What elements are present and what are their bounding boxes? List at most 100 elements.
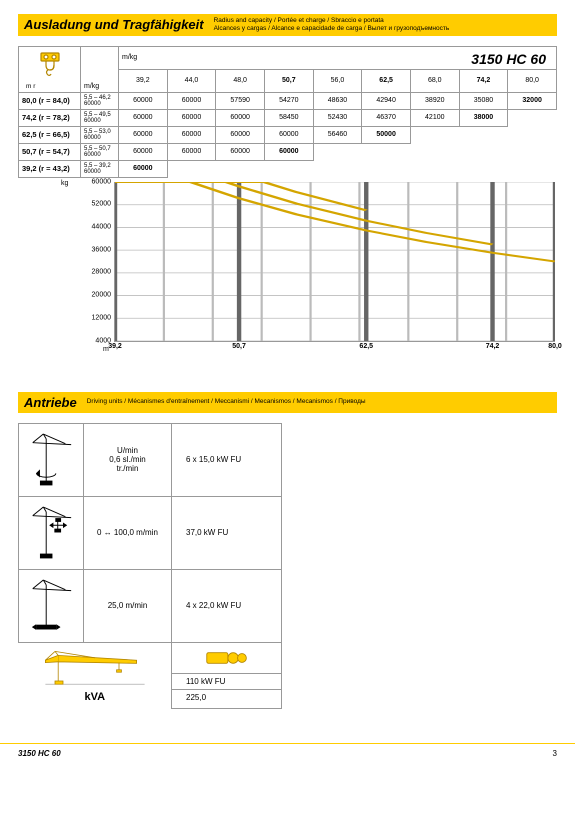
cap-cell: 54270 — [264, 92, 313, 109]
drive-icon-cell — [19, 423, 84, 496]
chart-x-tick: 80,0 — [548, 343, 562, 350]
chart-y-tick: 20000 — [92, 292, 111, 299]
cap-row-label: 74,2 (r = 78,2) — [19, 109, 81, 126]
kva-values: 110 kW FU 225,0 — [172, 642, 282, 709]
cap-cell: 60000 — [119, 143, 168, 160]
cap-cell: 38920 — [410, 92, 459, 109]
unit-top-cell: m/kg 3150 HC 60 — [119, 46, 557, 69]
cap-cell: 50000 — [362, 126, 411, 143]
cap-cell — [508, 109, 557, 126]
page-footer: 3150 HC 60 3 — [0, 743, 575, 770]
chart-y-tick: 12000 — [92, 314, 111, 321]
cap-row-sub: 5,5 – 46,2 60000 — [81, 92, 119, 109]
cap-col-header: 44,0 — [167, 69, 216, 92]
cap-row-sub: 5,5 – 50,7 60000 — [81, 143, 119, 160]
chart-y-tick: 60000 — [92, 178, 111, 185]
drive-value: 6 x 15,0 kW FU — [172, 423, 282, 496]
drive-spec: 25,0 m/min — [84, 569, 172, 642]
cap-col-header: 48,0 — [216, 69, 265, 92]
cap-cell: 60000 — [167, 126, 216, 143]
cap-cell: 32000 — [508, 92, 557, 109]
hook-icon — [35, 49, 65, 79]
crane-icon — [27, 576, 75, 634]
cap-cell: 60000 — [264, 143, 313, 160]
cap-cell: 46370 — [362, 109, 411, 126]
cap-cell — [167, 160, 216, 177]
cap-cell: 35080 — [459, 92, 508, 109]
cap-col-header: 50,7 — [264, 69, 313, 92]
cap-col-header: 62,5 — [362, 69, 411, 92]
unit-col2: m/kg — [81, 46, 119, 92]
cap-row-label: 50,7 (r = 54,7) — [19, 143, 81, 160]
cap-cell: 56460 — [313, 126, 362, 143]
cap-col-header: 74,2 — [459, 69, 508, 92]
cap-col-header: 56,0 — [313, 69, 362, 92]
cap-col-header: 39,2 — [119, 69, 168, 92]
cap-cell: 60000 — [119, 160, 168, 177]
cap-cell — [410, 126, 459, 143]
chart-kg-label: kg — [61, 180, 68, 187]
cap-cell — [410, 160, 459, 177]
cap-cell: 60000 — [216, 143, 265, 160]
cap-cell: 60000 — [119, 92, 168, 109]
drive-value: 4 x 22,0 kW FU — [172, 569, 282, 642]
cap-col-header: 80,0 — [508, 69, 557, 92]
cap-cell — [410, 143, 459, 160]
chart-y-tick: 28000 — [92, 269, 111, 276]
cap-cell: 60000 — [167, 109, 216, 126]
drive-value: 37,0 kW FU — [172, 496, 282, 569]
crane-icon — [27, 503, 75, 561]
cap-col-header: 68,0 — [410, 69, 459, 92]
cap-row-sub: 5,5 – 53,0 60000 — [81, 126, 119, 143]
cap-cell: 60000 — [167, 92, 216, 109]
cap-cell: 38000 — [459, 109, 508, 126]
cap-row-label: 62,5 (r = 66,5) — [19, 126, 81, 143]
cap-cell: 60000 — [216, 126, 265, 143]
hook-icon-cell: m r — [19, 46, 81, 92]
drive-spec: U/min 0,6 sl./min tr./min — [84, 423, 172, 496]
section2-header: Antriebe Driving units / Mécanismes d'en… — [18, 392, 557, 413]
kva-label: kVA — [27, 691, 164, 703]
section2-subtitle: Driving units / Mécanismes d'entraînemen… — [87, 398, 366, 406]
cap-cell — [459, 126, 508, 143]
footer-page: 3 — [553, 749, 557, 758]
crane-icon — [27, 430, 75, 488]
cap-cell — [362, 160, 411, 177]
model-label: 3150 HC 60 — [471, 47, 552, 69]
chart-x-tick: 50,7 — [232, 343, 246, 350]
cap-cell: 57590 — [216, 92, 265, 109]
drive-icon-cell — [19, 569, 84, 642]
cap-cell — [459, 160, 508, 177]
cap-cell — [508, 143, 557, 160]
drive-spec: 0 ↔ 100,0 m/min — [84, 496, 172, 569]
generator-icon — [205, 649, 249, 667]
cap-cell: 60000 — [119, 126, 168, 143]
chart-y-tick: 36000 — [92, 246, 111, 253]
capacity-table: m r m/kg m/kg 3150 HC 60 39,244,048,050,… — [18, 46, 557, 178]
cap-cell — [313, 143, 362, 160]
cap-cell — [264, 160, 313, 177]
section1-header: Ausladung und Tragfähigkeit Radius and c… — [18, 14, 557, 36]
cap-cell: 60000 — [119, 109, 168, 126]
cap-cell — [508, 126, 557, 143]
chart-y-tick: 52000 — [92, 201, 111, 208]
section2-title: Antriebe — [24, 395, 77, 410]
cap-cell — [459, 143, 508, 160]
section1-title: Ausladung und Tragfähigkeit — [24, 17, 204, 32]
crane-full-icon — [30, 649, 160, 689]
cap-row-label: 39,2 (r = 43,2) — [19, 160, 81, 177]
unit-left: m r — [22, 83, 77, 90]
drive-icon-cell — [19, 496, 84, 569]
chart-x-tick: 74,2 — [486, 343, 500, 350]
cap-cell: 42940 — [362, 92, 411, 109]
kva-crane-cell: kVA — [19, 642, 172, 709]
section1-subtitle: Radius and capacity / Portée et charge /… — [214, 17, 450, 33]
cap-cell: 60000 — [216, 109, 265, 126]
cap-cell: 58450 — [264, 109, 313, 126]
cap-row-sub: 5,5 – 49,5 60000 — [81, 109, 119, 126]
cap-row-sub: 5,5 – 39,2 60000 — [81, 160, 119, 177]
chart-x-tick: 39,2 — [108, 343, 122, 350]
chart-y-tick: 44000 — [92, 224, 111, 231]
chart-x-tick: 62,5 — [359, 343, 373, 350]
cap-cell — [362, 143, 411, 160]
